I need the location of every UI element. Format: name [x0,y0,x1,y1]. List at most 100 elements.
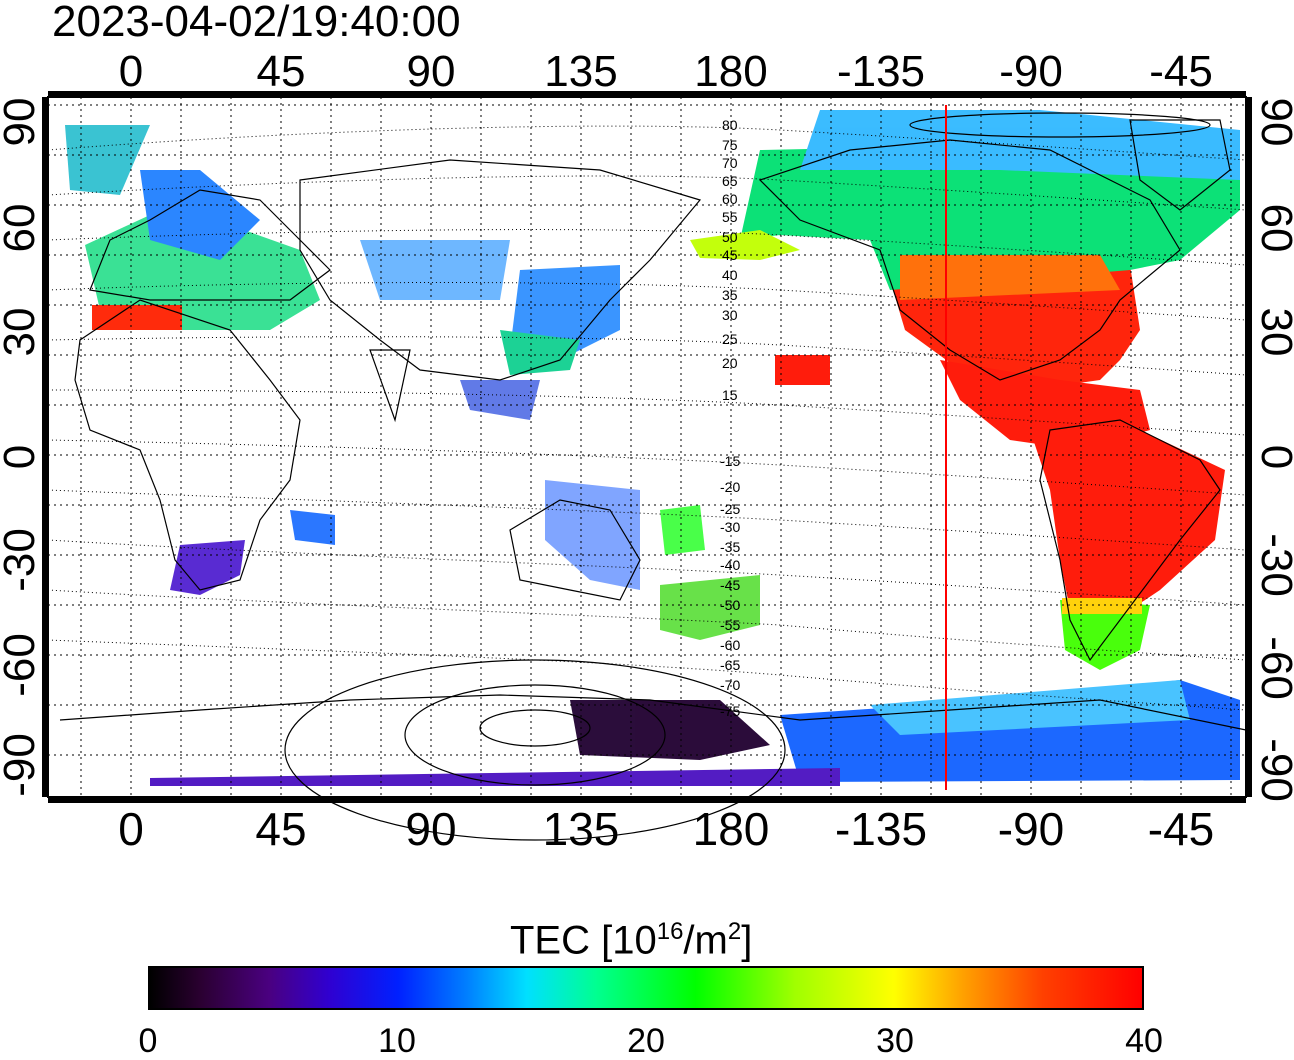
bottom-lon-label: -135 [835,803,927,855]
tec-world-map: 80 75 70 65 60 55 50 45 40 35 30 25 20 1… [0,47,1294,855]
colorbar-title-prefix: TEC [10 [510,918,657,963]
colorbar-tick-label: 30 [876,1022,914,1060]
mag-lat-label: -30 [720,519,740,535]
bottom-lon-label: -45 [1148,803,1214,855]
mag-lat-label: -40 [720,557,740,573]
colorbar-title-unit: /m [683,918,728,963]
tec-patch-south-america [1030,430,1225,610]
mag-lat-label: 80 [722,117,738,133]
coast-south-america [1039,419,1221,662]
mag-lat-label: 65 [722,173,738,189]
coast-greenland [1129,119,1231,211]
bottom-lon-label: 0 [118,803,144,855]
mag-lat-labels: 80 75 70 65 60 55 50 45 40 35 30 25 20 1… [720,117,740,719]
mag-lat-label: 40 [722,267,738,283]
top-lon-label: -45 [1149,47,1213,96]
colorbar-title: TEC [1016/m2] [510,908,752,964]
tec-patch-madagascar [290,510,335,545]
tec-patch-pacific-green [660,505,705,555]
right-lat-label: 90 [1252,98,1294,147]
right-lat-label: 0 [1252,445,1294,469]
left-lat-label: -30 [0,528,44,592]
tec-patch-arctic [800,110,1240,180]
mag-lat-label: 55 [722,209,738,225]
tec-patch-patagonia [1060,600,1150,670]
coast-antarctica [59,694,1247,731]
magnetic-latitude-contours [47,125,1247,711]
mag-lat-label: 60 [722,191,738,207]
top-lon-label: -135 [837,47,925,96]
mag-lat-label: -60 [720,637,740,653]
tec-patch-south-africa [170,540,245,595]
timestamp-title: 2023-04-02/19:40:00 [52,0,461,46]
top-lon-label: 0 [119,47,143,96]
tec-patch-us-orange [900,255,1120,300]
mag-lat-label: -45 [720,577,740,593]
tec-patch-greenland-west [65,125,150,195]
tec-patch-australia [545,480,640,590]
mag-lat-label: 35 [722,287,738,303]
coast-asia [299,159,702,381]
top-lon-label: 45 [257,47,306,96]
tec-patch-hawaii [775,355,830,385]
tec-patch-siberia [360,240,510,300]
left-lat-label: 90 [0,98,44,147]
top-longitude-labels: 0 45 90 135 180 -135 -90 -45 [119,47,1213,96]
colorbar-tick-label: 0 [138,1022,158,1060]
colorbar-tick-label: 10 [378,1022,416,1060]
colorbar-title-suffix: ] [741,918,753,963]
coast-india [369,349,411,423]
bottom-lon-label: 90 [405,803,456,855]
top-lon-label: 135 [544,47,617,96]
mag-lat-label: -20 [720,479,740,495]
tec-patch-se-asia [460,380,540,420]
tec-patch-med-red [92,305,182,330]
tec-patch-antarctic-purple [150,768,840,786]
coastlines [59,119,1247,731]
bottom-longitude-labels: 0 45 90 135 180 -135 -90 -45 [118,803,1214,855]
mag-lat-label: 50 [722,229,738,245]
bottom-lon-label: 180 [693,803,770,855]
tec-patch-antarctic-cyan [870,680,1190,735]
mag-lat-label: -15 [720,453,740,469]
left-latitude-labels: 90 60 30 0 -30 -60 -90 [0,98,44,797]
tec-patch-scandinavia [140,170,260,260]
left-lat-label: -90 [0,733,44,797]
mag-lat-label: 20 [722,355,738,371]
north-magnetic-pole-rings [909,112,1211,138]
tec-patch-patagonia-yellow [1062,598,1142,614]
mag-lat-label: -55 [720,617,740,633]
bottom-lon-label: 45 [255,803,306,855]
mag-lat-label: -50 [720,597,740,613]
right-lat-label: 30 [1252,308,1294,357]
mag-lat-label: 45 [722,247,738,263]
bottom-lon-label: 135 [543,803,620,855]
mag-lat-label: 70 [722,155,738,171]
mag-lat-label: 15 [722,387,738,403]
mag-lat-label: 75 [722,137,738,153]
left-lat-label: 0 [0,445,44,469]
mag-lat-label: -65 [720,657,740,673]
top-lon-label: 180 [694,47,767,96]
colorbar-tick-label: 40 [1125,1022,1163,1060]
right-lat-label: -60 [1252,636,1294,700]
frame-tick-bars [42,91,1252,803]
top-lon-label: -90 [999,47,1063,96]
left-lat-label: 60 [0,204,44,253]
colorbar-title-exponent-2: 2 [727,918,742,945]
coast-africa [74,299,301,591]
tec-patch-canada [740,140,1240,290]
right-lat-label: -90 [1252,738,1294,802]
top-lon-label: 90 [407,47,456,96]
mag-lat-label: -75 [720,703,740,719]
left-lat-label: -60 [0,633,44,697]
mag-lat-label: 25 [722,331,738,347]
mag-lat-label: -35 [720,539,740,555]
mag-lat-label: -70 [720,677,740,693]
right-latitude-labels: 90 60 30 0 -30 -60 -90 [1252,98,1294,802]
mag-lat-label: 30 [722,307,738,323]
colorbar-tick-label: 20 [627,1022,665,1060]
graticule [48,97,1246,797]
coast-australia [509,499,641,601]
colorbar-title-exponent: 16 [656,918,684,945]
